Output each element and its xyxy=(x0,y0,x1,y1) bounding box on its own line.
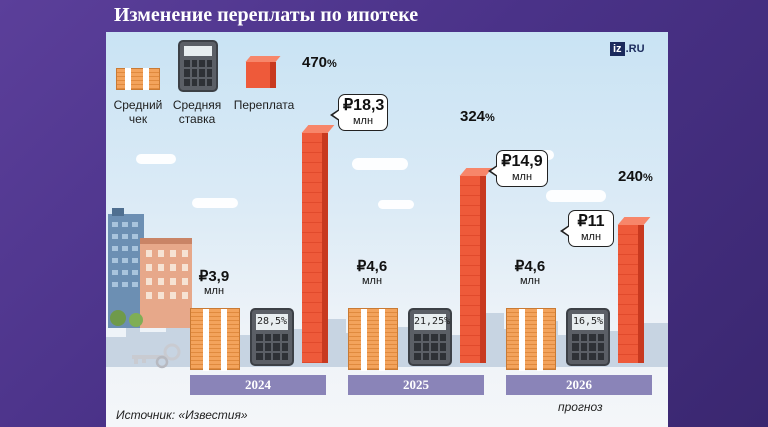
keys-icon xyxy=(132,343,181,369)
avg-check-label: ₽3,9 млн xyxy=(198,268,230,297)
overpayment-percent: 240% xyxy=(618,168,653,185)
legend-overpayment: Переплата xyxy=(233,98,295,112)
rate-calculator: 28,5% xyxy=(250,308,294,366)
cloud-decoration xyxy=(352,158,408,170)
rate-value: 21,25% xyxy=(414,314,450,330)
legend-avg-rate: Средняя ставка xyxy=(172,98,222,126)
legend-avg-check: Средний чек xyxy=(113,98,163,126)
overpayment-percent: 470% xyxy=(302,54,337,71)
year-label: 2024 xyxy=(190,375,326,395)
overpayment-value: ₽14,9 млн xyxy=(488,150,548,187)
forecast-note: прогноз xyxy=(558,400,603,414)
izvestia-logo: iz .RU xyxy=(610,40,652,58)
overpayment-percent: 324% xyxy=(460,108,495,125)
money-stack-icon xyxy=(116,68,160,90)
year-label: 2026 xyxy=(506,375,652,395)
cloud-decoration xyxy=(136,154,176,164)
year-label: 2025 xyxy=(348,375,484,395)
overpayment-value: ₽11 млн xyxy=(560,210,614,247)
source-note: Источник: «Известия» xyxy=(116,408,248,422)
avg-check-money-stack xyxy=(506,308,556,371)
overpayment-bar-top xyxy=(301,125,335,133)
overpayment-cube-icon xyxy=(245,56,281,88)
overpayment-bar xyxy=(617,217,651,363)
rate-value: 28,5% xyxy=(256,314,288,330)
cloud-decoration xyxy=(546,190,606,202)
overpayment-value: ₽18,3 млн xyxy=(330,94,388,131)
overpayment-bar-top xyxy=(617,217,651,225)
avg-check-money-stack xyxy=(190,308,240,371)
cloud-decoration xyxy=(192,198,238,208)
rate-calculator: 16,5% xyxy=(566,308,610,366)
avg-check-label: ₽4,6 млн xyxy=(356,258,388,287)
overpayment-bar xyxy=(301,125,335,363)
rate-calculator: 21,25% xyxy=(408,308,452,366)
cloud-decoration xyxy=(378,200,414,209)
overpayment-bar xyxy=(459,168,493,363)
avg-check-money-stack xyxy=(348,308,398,371)
calculator-icon xyxy=(178,40,218,92)
avg-check-label: ₽4,6 млн xyxy=(514,258,546,287)
buildings-illustration xyxy=(108,208,192,328)
chart-panel: iz .RU Средний чек Средняя ставка Перепла… xyxy=(106,32,668,427)
rate-value: 16,5% xyxy=(572,314,604,330)
chart-title: Изменение переплаты по ипотеке xyxy=(114,4,419,26)
